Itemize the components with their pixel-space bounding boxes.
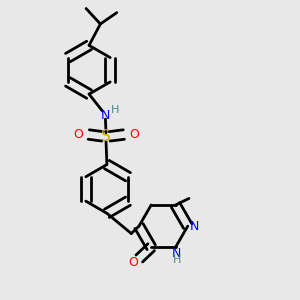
Text: N: N [190, 220, 199, 232]
Text: S: S [101, 129, 111, 144]
Text: O: O [128, 256, 138, 268]
Text: N: N [101, 109, 110, 122]
Text: O: O [74, 128, 84, 141]
Text: N: N [172, 247, 182, 260]
Text: O: O [129, 128, 139, 141]
Text: H: H [111, 105, 119, 115]
Text: H: H [172, 255, 181, 265]
